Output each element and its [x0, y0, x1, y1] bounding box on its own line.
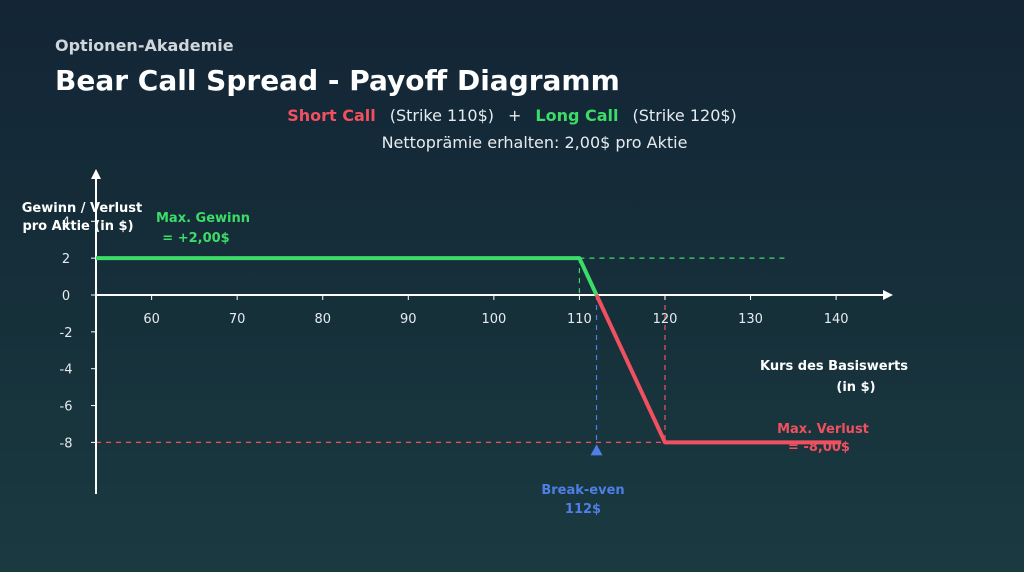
plus-sign: +: [508, 106, 522, 125]
long-call-label: Long Call: [535, 106, 619, 125]
max-gain-label: Max. Gewinn: [156, 211, 250, 226]
breakeven-marker: [590, 444, 603, 456]
loss-payoff-line: [594, 294, 842, 445]
x-tick-label: 90: [400, 312, 417, 327]
strategy-legend: Short Call (Strike 110$) + Long Call (Strike…: [0, 106, 1024, 125]
x-tick-label: 130: [738, 312, 763, 327]
x-tick-label: 60: [143, 312, 160, 327]
y-tick-label: 4: [62, 215, 70, 230]
y-axis-label-line2: pro Aktie (in $): [22, 219, 133, 234]
y-tick-label: -2: [60, 326, 73, 341]
x-tick-label: 110: [567, 312, 592, 327]
x-tick-label: 120: [653, 312, 678, 327]
y-axis-label-line1: Gewinn / Verlust: [22, 201, 143, 216]
max-loss-label: Max. Verlust: [777, 422, 869, 437]
y-tick-label: 0: [62, 289, 70, 304]
breakeven-label: Break-even: [541, 483, 624, 498]
short-call-label: Short Call: [287, 106, 376, 125]
page-title: Bear Call Spread - Payoff Diagramm: [55, 64, 620, 97]
x-axis-label-line2: (in $): [836, 380, 875, 395]
net-premium-text: Nettoprämie erhalten: 2,00$ pro Aktie: [381, 133, 688, 152]
y-tick-label: -6: [60, 400, 73, 415]
x-tick-label: 140: [824, 312, 849, 327]
x-tick-label: 80: [314, 312, 331, 327]
brand-name: Optionen-Akademie: [55, 36, 234, 55]
breakeven-value: 112$: [565, 502, 601, 517]
y-tick-label: -8: [60, 436, 73, 451]
x-tick-label: 70: [229, 312, 246, 327]
long-call-strike: (Strike 120$): [632, 106, 737, 125]
profit-payoff-line: [96, 256, 599, 296]
y-tick-label: 2: [62, 252, 70, 267]
max-loss-value: = -8,00$: [788, 440, 850, 455]
x-tick-label: 100: [481, 312, 506, 327]
max-gain-value: = +2,00$: [162, 231, 229, 246]
y-tick-label: -4: [60, 363, 73, 378]
x-axis-label-line1: Kurs des Basiswerts: [760, 359, 908, 374]
short-call-strike: (Strike 110$): [389, 106, 494, 125]
